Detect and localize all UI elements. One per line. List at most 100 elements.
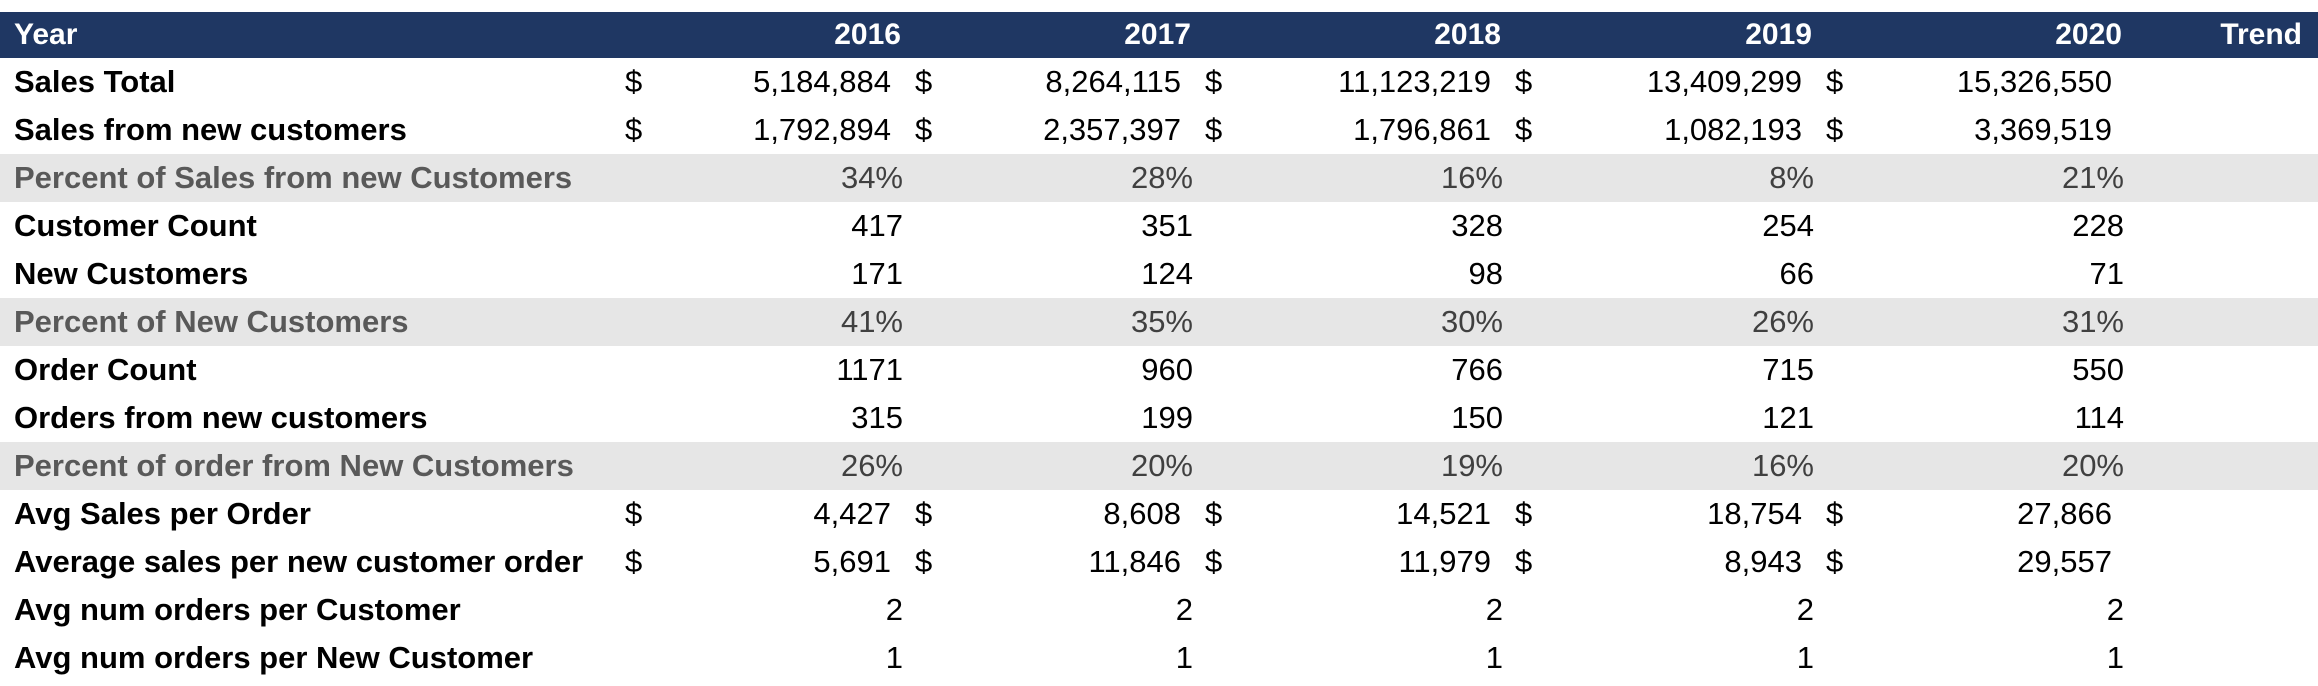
- row-label[interactable]: Sales from new customers: [14, 112, 407, 147]
- row-label[interactable]: New Customers: [14, 256, 249, 291]
- value-cell[interactable]: 171: [615, 250, 905, 298]
- value-cell[interactable]: 16%: [1195, 154, 1505, 202]
- value-cell[interactable]: 2: [1195, 586, 1505, 634]
- value-cell[interactable]: 124: [905, 250, 1195, 298]
- row-label[interactable]: Percent of New Customers: [14, 304, 409, 339]
- row-label[interactable]: Order Count: [14, 352, 197, 387]
- value-cell[interactable]: $1,082,193: [1505, 106, 1816, 154]
- value-cell[interactable]: 228: [1816, 202, 2126, 250]
- value-cell[interactable]: $1,796,861: [1195, 106, 1505, 154]
- value-cell[interactable]: 2: [1816, 586, 2126, 634]
- header-year-label[interactable]: Year: [14, 18, 78, 51]
- value-cell[interactable]: 960: [905, 346, 1195, 394]
- row-label[interactable]: Orders from new customers: [14, 400, 428, 435]
- value-cell[interactable]: 550: [1816, 346, 2126, 394]
- value-cell[interactable]: 1: [615, 634, 905, 682]
- value-cell[interactable]: 1171: [615, 346, 905, 394]
- row-label[interactable]: Percent of order from New Customers: [14, 448, 574, 483]
- value-cell[interactable]: $8,943: [1505, 538, 1816, 586]
- header-year-2016[interactable]: 2016: [834, 18, 901, 51]
- value-cell[interactable]: 26%: [615, 442, 905, 490]
- trend-cell[interactable]: [2126, 250, 2318, 298]
- value-cell[interactable]: $29,557: [1816, 538, 2126, 586]
- header-year-2020[interactable]: 2020: [2055, 18, 2122, 51]
- value-cell[interactable]: 66: [1505, 250, 1816, 298]
- value-cell[interactable]: $27,866: [1816, 490, 2126, 538]
- value-cell[interactable]: 2: [905, 586, 1195, 634]
- value-cell[interactable]: $15,326,550: [1816, 58, 2126, 106]
- value-cell[interactable]: 19%: [1195, 442, 1505, 490]
- value-cell[interactable]: $1,792,894: [615, 106, 905, 154]
- value-cell[interactable]: $13,409,299: [1505, 58, 1816, 106]
- value-cell[interactable]: $8,264,115: [905, 58, 1195, 106]
- value-cell[interactable]: 28%: [905, 154, 1195, 202]
- header-trend[interactable]: Trend: [2220, 18, 2302, 51]
- value-cell[interactable]: 1: [1505, 634, 1816, 682]
- value-cell[interactable]: 2: [615, 586, 905, 634]
- trend-cell[interactable]: [2126, 154, 2318, 202]
- value-cell[interactable]: 1: [905, 634, 1195, 682]
- value-cell[interactable]: 1: [1816, 634, 2126, 682]
- trend-cell[interactable]: [2126, 442, 2318, 490]
- row-label[interactable]: Sales Total: [14, 64, 176, 99]
- trend-cell[interactable]: [2126, 394, 2318, 442]
- row-label[interactable]: Customer Count: [14, 208, 257, 243]
- trend-cell[interactable]: [2126, 538, 2318, 586]
- header-year-2018[interactable]: 2018: [1434, 18, 1501, 51]
- value-cell[interactable]: 71: [1816, 250, 2126, 298]
- value-cell[interactable]: $8,608: [905, 490, 1195, 538]
- trend-cell[interactable]: [2126, 586, 2318, 634]
- value-cell[interactable]: $2,357,397: [905, 106, 1195, 154]
- row-label[interactable]: Avg num orders per New Customer: [14, 640, 534, 675]
- value-cell[interactable]: 2: [1505, 586, 1816, 634]
- value-cell[interactable]: $11,846: [905, 538, 1195, 586]
- value-cell[interactable]: 41%: [615, 298, 905, 346]
- trend-cell[interactable]: [2126, 58, 2318, 106]
- value-cell[interactable]: 254: [1505, 202, 1816, 250]
- cell-value: 3,369,519: [1974, 112, 2112, 147]
- row-label[interactable]: Avg num orders per Customer: [14, 592, 461, 627]
- trend-cell[interactable]: [2126, 298, 2318, 346]
- value-cell[interactable]: 21%: [1816, 154, 2126, 202]
- value-cell[interactable]: 114: [1816, 394, 2126, 442]
- row-label[interactable]: Percent of Sales from new Customers: [14, 160, 573, 195]
- row-label[interactable]: Avg Sales per Order: [14, 496, 311, 531]
- value-cell[interactable]: 351: [905, 202, 1195, 250]
- header-year-2019[interactable]: 2019: [1745, 18, 1812, 51]
- value-cell[interactable]: 766: [1195, 346, 1505, 394]
- value-cell[interactable]: $11,123,219: [1195, 58, 1505, 106]
- value-cell[interactable]: $18,754: [1505, 490, 1816, 538]
- trend-cell[interactable]: [2126, 634, 2318, 682]
- value-cell[interactable]: 328: [1195, 202, 1505, 250]
- header-year-2017[interactable]: 2017: [1124, 18, 1191, 51]
- value-cell[interactable]: 20%: [905, 442, 1195, 490]
- value-cell[interactable]: $14,521: [1195, 490, 1505, 538]
- value-cell[interactable]: $11,979: [1195, 538, 1505, 586]
- value-cell[interactable]: 34%: [615, 154, 905, 202]
- value-cell[interactable]: 16%: [1505, 442, 1816, 490]
- value-cell[interactable]: $5,184,884: [615, 58, 905, 106]
- value-cell[interactable]: 20%: [1816, 442, 2126, 490]
- value-cell[interactable]: 121: [1505, 394, 1816, 442]
- value-cell[interactable]: 417: [615, 202, 905, 250]
- currency-symbol: $: [625, 544, 643, 579]
- value-cell[interactable]: 31%: [1816, 298, 2126, 346]
- value-cell[interactable]: 30%: [1195, 298, 1505, 346]
- value-cell[interactable]: 199: [905, 394, 1195, 442]
- value-cell[interactable]: 1: [1195, 634, 1505, 682]
- value-cell[interactable]: 35%: [905, 298, 1195, 346]
- value-cell[interactable]: 315: [615, 394, 905, 442]
- value-cell[interactable]: $4,427: [615, 490, 905, 538]
- trend-cell[interactable]: [2126, 346, 2318, 394]
- trend-cell[interactable]: [2126, 106, 2318, 154]
- value-cell[interactable]: $5,691: [615, 538, 905, 586]
- row-label[interactable]: Average sales per new customer order: [14, 544, 584, 579]
- trend-cell[interactable]: [2126, 490, 2318, 538]
- value-cell[interactable]: 8%: [1505, 154, 1816, 202]
- value-cell[interactable]: $3,369,519: [1816, 106, 2126, 154]
- trend-cell[interactable]: [2126, 202, 2318, 250]
- value-cell[interactable]: 715: [1505, 346, 1816, 394]
- value-cell[interactable]: 98: [1195, 250, 1505, 298]
- value-cell[interactable]: 150: [1195, 394, 1505, 442]
- value-cell[interactable]: 26%: [1505, 298, 1816, 346]
